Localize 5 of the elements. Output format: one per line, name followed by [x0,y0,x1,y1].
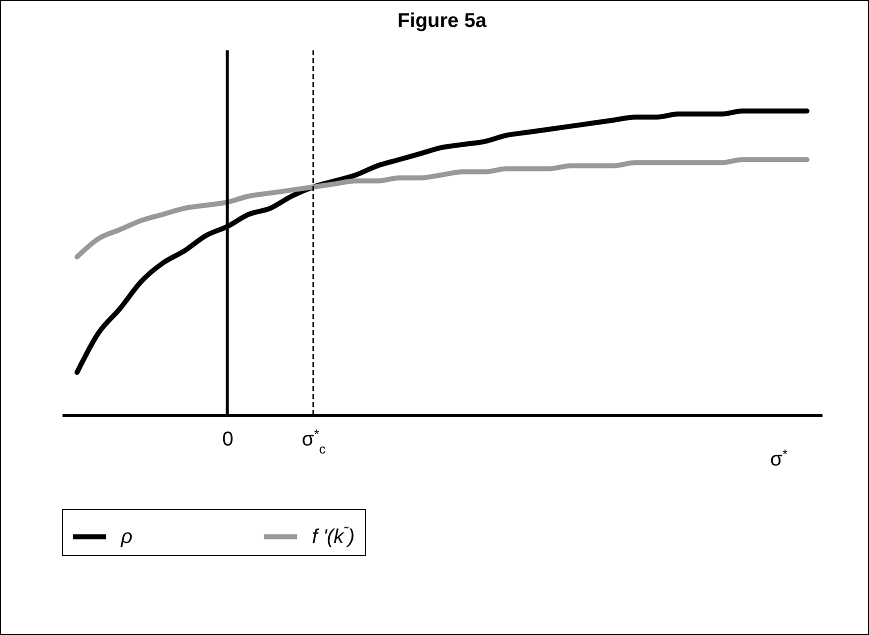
x-tick-label: 0 [222,428,234,450]
legend-label: ρ [120,526,132,548]
chart-title: Figure 5a [398,10,488,32]
x-axis-title: σ$^{*}$ [770,446,788,470]
legend-label: f '(k$^{˜}$) [312,523,355,548]
